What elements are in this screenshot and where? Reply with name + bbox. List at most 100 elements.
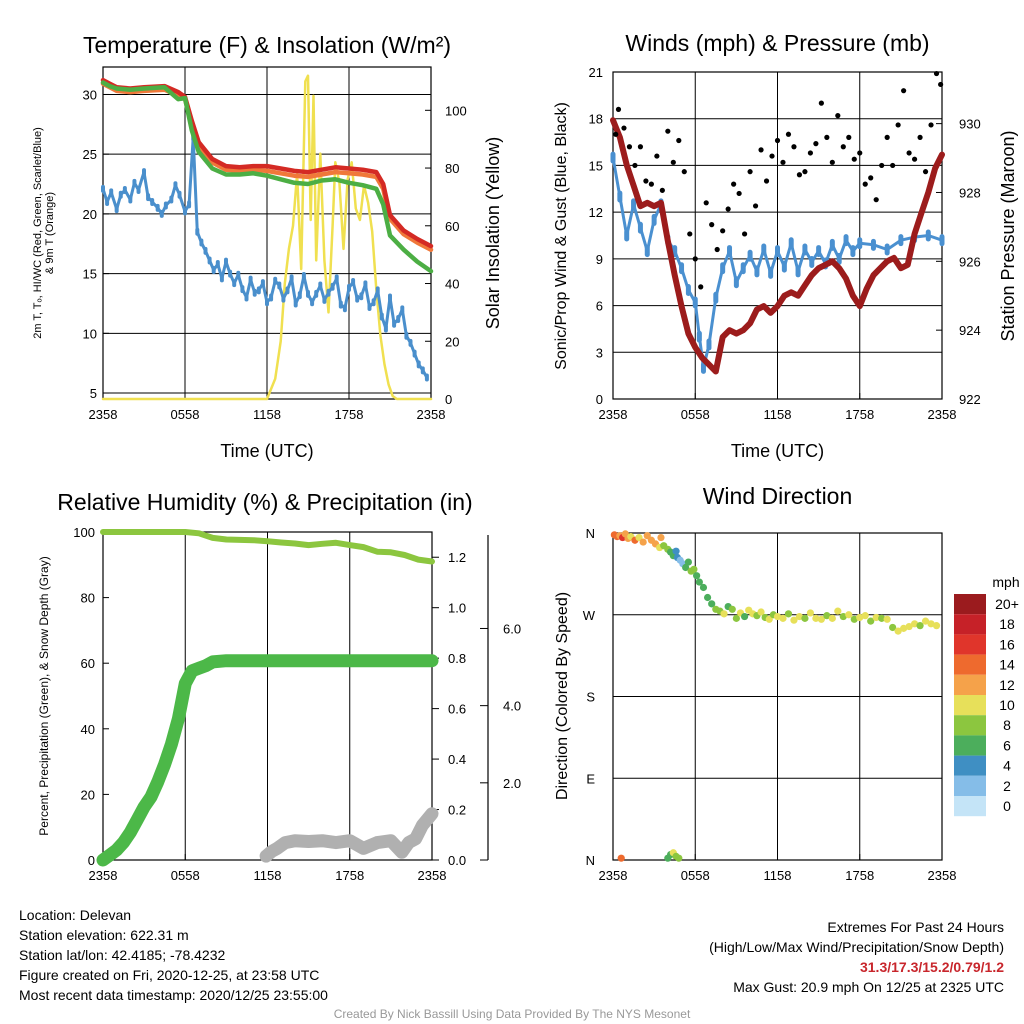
gust-point-51 bbox=[890, 162, 896, 169]
dir-x-tick-label-2: 1158 bbox=[764, 868, 792, 883]
legend-swatch-5 bbox=[954, 695, 986, 716]
dir-x-tick-label-1: 0558 bbox=[681, 868, 710, 883]
direction-point-56 bbox=[823, 612, 831, 620]
rh-y2tick-label-1: 0.2 bbox=[448, 803, 466, 818]
extremes-subtitle: (High/Low/Max Wind/Precipitation/Snow De… bbox=[709, 939, 1004, 955]
temp-y2label: Solar Insolation (Yellow) bbox=[483, 137, 503, 329]
wind-y2tick-label-1: 924 bbox=[959, 323, 981, 338]
direction-point-53 bbox=[806, 609, 815, 617]
gust-point-45 bbox=[857, 150, 863, 156]
dir-ytick-label-0: N bbox=[586, 853, 595, 868]
direction-point-70 bbox=[900, 624, 908, 632]
direction-point-60 bbox=[845, 611, 853, 619]
direction-point-82 bbox=[675, 854, 683, 862]
gust-point-19 bbox=[714, 246, 720, 253]
gust-point-24 bbox=[742, 231, 748, 237]
direction-point-26 bbox=[690, 565, 698, 573]
rh-y2tick-label-4: 0.8 bbox=[448, 651, 466, 666]
temp-ytick-label-5: 30 bbox=[83, 87, 97, 102]
wind-y2tick-label-3: 928 bbox=[959, 185, 981, 200]
legend-label-1: 18 bbox=[999, 616, 1015, 632]
gust-point-53 bbox=[901, 88, 907, 94]
direction-point-50 bbox=[790, 616, 798, 624]
dir-x-tick-label-4: 2358 bbox=[928, 868, 957, 883]
direction-point-55 bbox=[817, 615, 825, 623]
gust-point-33 bbox=[791, 144, 797, 150]
legend-swatch-0 bbox=[954, 594, 986, 615]
dir-x-tick-label-3: 1758 bbox=[845, 868, 874, 883]
gust-point-55 bbox=[911, 156, 918, 162]
temp-title: Temperature (F) & Insolation (W/m²) bbox=[83, 32, 451, 58]
rh-ytick-label-0: 0 bbox=[88, 853, 95, 868]
gust-point-42 bbox=[840, 144, 846, 150]
wind-x-tick-label-4: 2358 bbox=[928, 407, 957, 422]
gust-point-22 bbox=[731, 181, 737, 187]
wind-ytick-label-6: 18 bbox=[589, 112, 603, 127]
rh-y2tick-label-6: 1.2 bbox=[448, 550, 466, 565]
wind-x-tick-label-0: 2358 bbox=[599, 407, 628, 422]
winds-pressure-panel: 0 3 6 9 12 15 18 21 922 924 926 928 930 2358 0558 1158 1… bbox=[553, 30, 1018, 461]
gust-point-6 bbox=[643, 178, 649, 184]
snow-line bbox=[259, 807, 439, 863]
wind-ytick-label-5: 15 bbox=[589, 158, 603, 173]
gust-point-1 bbox=[615, 106, 622, 112]
series-dew-point bbox=[100, 80, 434, 274]
wind-title: Winds (mph) & Pressure (mb) bbox=[625, 30, 929, 56]
direction-point-64 bbox=[867, 617, 875, 625]
gust-point-43 bbox=[846, 134, 852, 140]
direction-point-67 bbox=[883, 615, 891, 623]
series-solar-insolation bbox=[101, 74, 433, 401]
snow-tick-label-2: 6.0 bbox=[503, 621, 521, 636]
precip-line bbox=[96, 654, 439, 867]
rh-x-tick-label-1: 0558 bbox=[171, 868, 200, 883]
direction-point-69 bbox=[894, 627, 902, 635]
gust-point-32 bbox=[785, 131, 792, 137]
windchill-line bbox=[101, 136, 429, 379]
direction-point-62 bbox=[856, 613, 864, 622]
wind-x-tick-label-2: 1158 bbox=[764, 407, 792, 422]
gust-point-27 bbox=[758, 147, 764, 153]
gust-point-36 bbox=[807, 150, 814, 156]
rh-ylabel: Percent, Precipitation (Green), & Snow D… bbox=[37, 556, 51, 835]
direction-point-9 bbox=[639, 538, 647, 546]
wind-ytick-label-7: 21 bbox=[589, 65, 603, 80]
gust-point-56 bbox=[917, 134, 923, 140]
station-latlon: Station lat/lon: 42.4185; -78.4232 bbox=[19, 947, 226, 963]
wind-x-tick-label-3: 1758 bbox=[845, 407, 874, 422]
gust-point-50 bbox=[884, 134, 890, 140]
wind-ytick-label-4: 12 bbox=[589, 205, 603, 220]
temp-y2tick-label-4: 80 bbox=[445, 161, 459, 176]
direction-point-23 bbox=[682, 563, 690, 572]
rh-line bbox=[100, 529, 435, 565]
direction-point-66 bbox=[878, 614, 886, 622]
direction-point-48 bbox=[779, 614, 787, 622]
legend-label-6: 8 bbox=[1003, 717, 1011, 733]
gust-point-26 bbox=[752, 203, 759, 209]
gust-point-4 bbox=[632, 162, 638, 169]
rh-ytick-label-3: 60 bbox=[81, 656, 95, 671]
gust-point-28 bbox=[763, 178, 770, 184]
rh-y2tick-label-2: 0.4 bbox=[448, 752, 466, 767]
temp-x-tick-label-1: 0558 bbox=[171, 407, 200, 422]
temp-y2tick-label-3: 60 bbox=[445, 219, 459, 234]
station-location: Location: Delevan bbox=[19, 907, 132, 923]
wind-xlabel: Time (UTC) bbox=[731, 441, 824, 461]
gust-point-17 bbox=[703, 200, 709, 206]
temp-ylabel-1: 2m T, Tₒ, HI/WC (Red, Green, Scarlet/Blu… bbox=[32, 127, 44, 339]
gust-point-31 bbox=[780, 159, 786, 165]
rh-ytick-label-4: 80 bbox=[81, 591, 95, 606]
direction-point-58 bbox=[834, 607, 842, 615]
gust-point-3 bbox=[626, 144, 633, 150]
temp-ytick-label-4: 25 bbox=[83, 147, 97, 162]
gust-point-30 bbox=[774, 137, 781, 144]
gust-point-15 bbox=[692, 256, 698, 262]
direction-point-51 bbox=[795, 612, 804, 621]
gust-point-8 bbox=[654, 153, 660, 159]
direction-point-29 bbox=[699, 583, 708, 592]
legend-swatch-7 bbox=[954, 735, 986, 756]
dir-ytick-label-4: N bbox=[586, 526, 595, 541]
direction-point-72 bbox=[910, 620, 919, 628]
gust-point-52 bbox=[895, 122, 901, 128]
gust-point-49 bbox=[879, 162, 885, 169]
